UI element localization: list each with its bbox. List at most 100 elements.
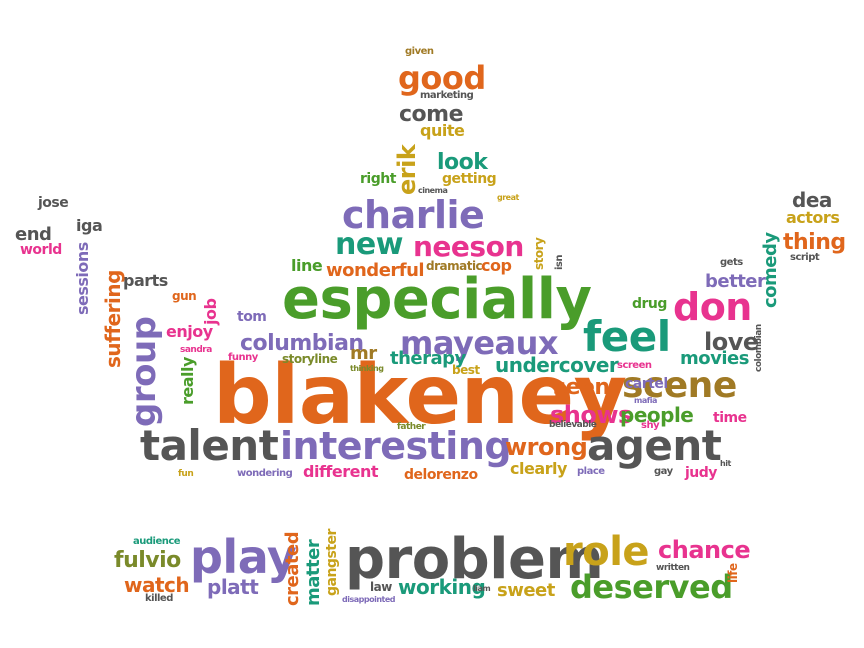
word-sessions: sessions <box>73 242 92 315</box>
word-mr: mr <box>350 343 377 364</box>
word-given: given <box>405 46 434 57</box>
word-working: working <box>398 575 486 599</box>
word-wonderful: wonderful <box>326 260 425 281</box>
word-love: love <box>704 328 759 356</box>
word-gun: gun <box>172 289 197 303</box>
word-group: group <box>124 316 164 427</box>
word-erik: erik <box>393 144 421 195</box>
word-audience: audience <box>133 536 181 547</box>
word-liam: liam <box>473 584 491 593</box>
word-deserved: deserved <box>570 568 733 606</box>
word-gangster: gangster <box>324 529 340 596</box>
word-gay: gay <box>654 466 673 477</box>
word-really: really <box>178 357 197 405</box>
word-good: good <box>398 59 486 97</box>
word-talent: talent <box>140 421 279 470</box>
word-thing: thing <box>783 230 846 255</box>
word-colombian: colombian <box>754 324 764 372</box>
word-sweet: sweet <box>497 580 555 601</box>
word-delorenzo: delorenzo <box>404 467 478 483</box>
word-come: come <box>399 102 464 127</box>
word-seen: seen <box>553 375 610 400</box>
word-watch: watch <box>124 573 190 597</box>
word-killed: killed <box>145 593 173 604</box>
word-getting: getting <box>442 171 497 187</box>
word-role: role <box>563 529 650 575</box>
word-look: look <box>437 150 488 175</box>
word-iga: iga <box>76 216 103 235</box>
word-disappointed: disappointed <box>342 595 396 604</box>
word-clearly: clearly <box>510 459 567 478</box>
word-great: great <box>497 193 519 202</box>
word-especially: especially <box>282 267 592 332</box>
word-feel: feel <box>583 312 671 361</box>
word-end: end <box>15 224 52 245</box>
word-quite: quite <box>420 121 465 140</box>
word-wrong: wrong <box>505 433 588 461</box>
word-thinking: thinking <box>350 364 384 373</box>
word-marketing: marketing <box>420 90 474 101</box>
word-therapy: therapy <box>390 348 466 369</box>
word-problem: problem <box>345 527 604 592</box>
word-enjoy: enjoy <box>166 322 213 341</box>
word-funny: funny <box>228 352 258 363</box>
word-place: place <box>577 466 605 477</box>
word-don: don <box>673 285 752 329</box>
word-different: different <box>303 462 379 481</box>
word-sandra: sandra <box>180 345 212 355</box>
word-interesting: interesting <box>280 424 512 468</box>
word-wondering: wondering <box>237 468 293 479</box>
word-isn: isn <box>554 255 565 270</box>
word-screen: screen <box>617 360 652 371</box>
word-play: play <box>190 530 297 584</box>
word-cinema: cinema <box>418 186 448 195</box>
word-matter: matter <box>303 539 324 606</box>
word-drug: drug <box>632 296 667 312</box>
word-people: people <box>620 403 694 427</box>
word-life: life <box>726 563 740 583</box>
word-cop: cop <box>481 256 512 275</box>
word-believable: believable <box>549 420 597 430</box>
word-dramatic: dramatic <box>426 259 483 273</box>
word-tom: tom <box>237 309 267 325</box>
word-best: best <box>452 363 480 377</box>
word-comedy: comedy <box>760 232 781 308</box>
word-script: script <box>790 252 820 263</box>
word-right: right <box>360 171 396 187</box>
word-gets: gets <box>720 257 743 268</box>
word-job: job <box>201 298 220 325</box>
word-judy: judy <box>685 465 717 481</box>
word-actors: actors <box>786 208 840 227</box>
word-father: father <box>397 422 426 432</box>
word-shows: shows <box>550 401 632 429</box>
word-written: written <box>656 563 690 573</box>
word-undercover: undercover <box>495 353 619 377</box>
word-world: world <box>20 242 62 258</box>
word-scene: scene <box>622 365 737 406</box>
word-fun: fun <box>178 469 194 479</box>
word-shy: shy <box>641 420 660 431</box>
word-blakeney: blakeney <box>213 348 627 443</box>
word-storyline: storyline <box>282 352 338 366</box>
word-story: story <box>532 237 546 270</box>
word-charlie: charlie <box>342 193 485 237</box>
word-parts: parts <box>123 271 168 290</box>
word-jose: jose <box>38 195 69 211</box>
word-chance: chance <box>658 536 751 564</box>
word-time: time <box>713 410 747 426</box>
word-mayeaux: mayeaux <box>400 324 559 362</box>
word-mafia: mafia <box>634 396 657 405</box>
word-agent: agent <box>587 421 722 470</box>
word-columbian: columbian <box>240 331 364 356</box>
word-created: created <box>282 531 303 606</box>
word-fulvio: fulvio <box>114 548 181 573</box>
word-platt: platt <box>207 575 259 599</box>
word-new: new <box>335 227 403 262</box>
word-suffering: suffering <box>101 270 125 368</box>
word-better: better <box>705 271 766 292</box>
word-law: law <box>370 580 392 594</box>
word-neeson: neeson <box>413 230 524 263</box>
word-cartel: cartel <box>625 376 668 392</box>
word-line: line <box>291 256 323 275</box>
